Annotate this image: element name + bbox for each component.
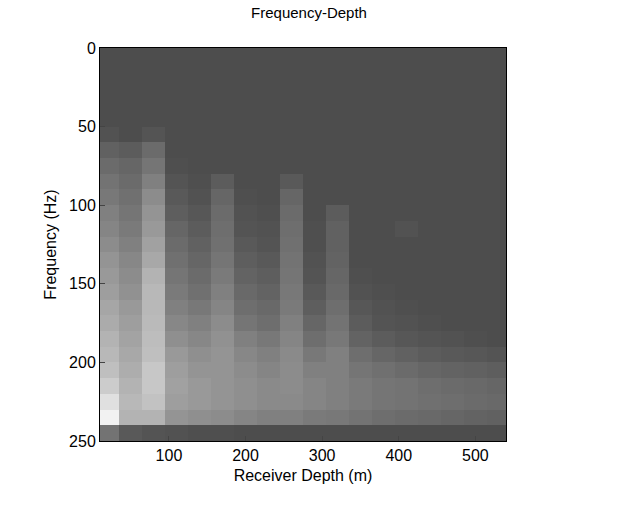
svg-text:250: 250: [69, 433, 96, 450]
svg-text:100: 100: [69, 197, 96, 214]
svg-text:400: 400: [385, 447, 412, 464]
svg-text:0: 0: [87, 40, 96, 57]
svg-text:50: 50: [78, 118, 96, 135]
svg-text:500: 500: [462, 447, 489, 464]
svg-text:200: 200: [69, 354, 96, 371]
svg-text:100: 100: [156, 447, 183, 464]
svg-text:150: 150: [69, 275, 96, 292]
svg-text:Frequency (Hz): Frequency (Hz): [42, 189, 59, 299]
svg-text:Receiver Depth (m): Receiver Depth (m): [234, 467, 373, 484]
svg-text:Frequency-Depth: Frequency-Depth: [251, 4, 367, 21]
svg-text:200: 200: [232, 447, 259, 464]
svg-text:300: 300: [309, 447, 336, 464]
